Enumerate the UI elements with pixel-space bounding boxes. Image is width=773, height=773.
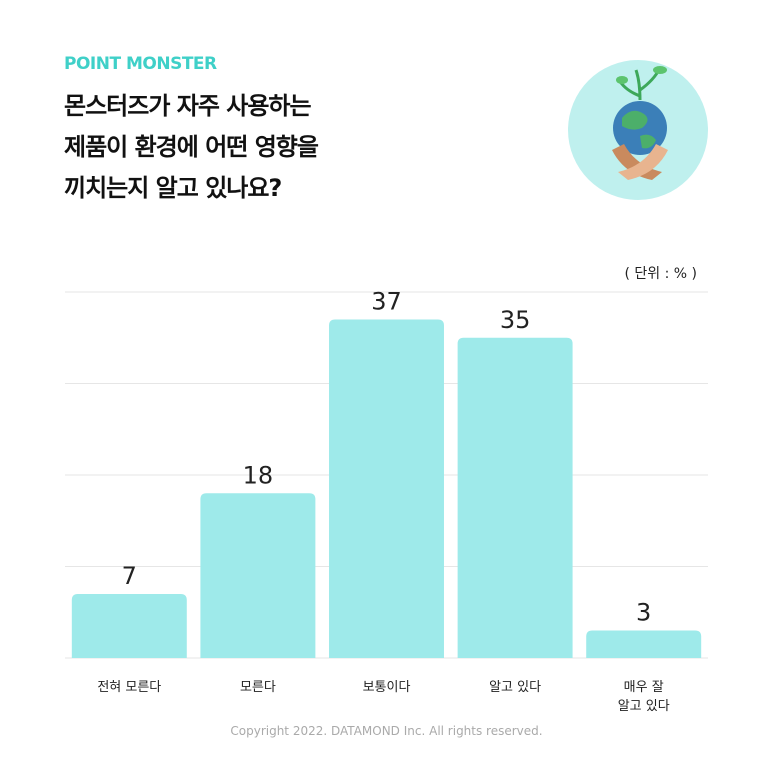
value-label: 3 [636, 599, 651, 627]
value-label: 18 [243, 461, 274, 489]
bar [200, 493, 316, 658]
bar [71, 593, 187, 658]
question: 몬스터즈가 자주 사용하는 제품이 환경에 어떤 영향을 끼치는지 알고 있나요… [64, 92, 319, 202]
brand: POINT MONSTER [64, 54, 217, 74]
value-label: 35 [500, 306, 531, 334]
x-tick-label: 보통이다 [362, 680, 411, 695]
value-label: 7 [122, 562, 137, 590]
footer: Copyright 2022. DATAMOND Inc. All rights… [230, 724, 543, 738]
x-tick-label: 전혀 모른다 [97, 680, 162, 695]
illustration [568, 60, 708, 200]
bar [457, 337, 573, 658]
x-tick-label: 매우 잘 알고 있다 [617, 680, 670, 714]
value-label: 37 [371, 287, 402, 315]
x-tick-label: 모른다 [239, 680, 276, 695]
x-tick-label: 알고 있다 [489, 680, 542, 695]
unit-label: ( 단위 : % ) [624, 266, 697, 282]
bar [586, 630, 702, 658]
bar [329, 319, 444, 658]
